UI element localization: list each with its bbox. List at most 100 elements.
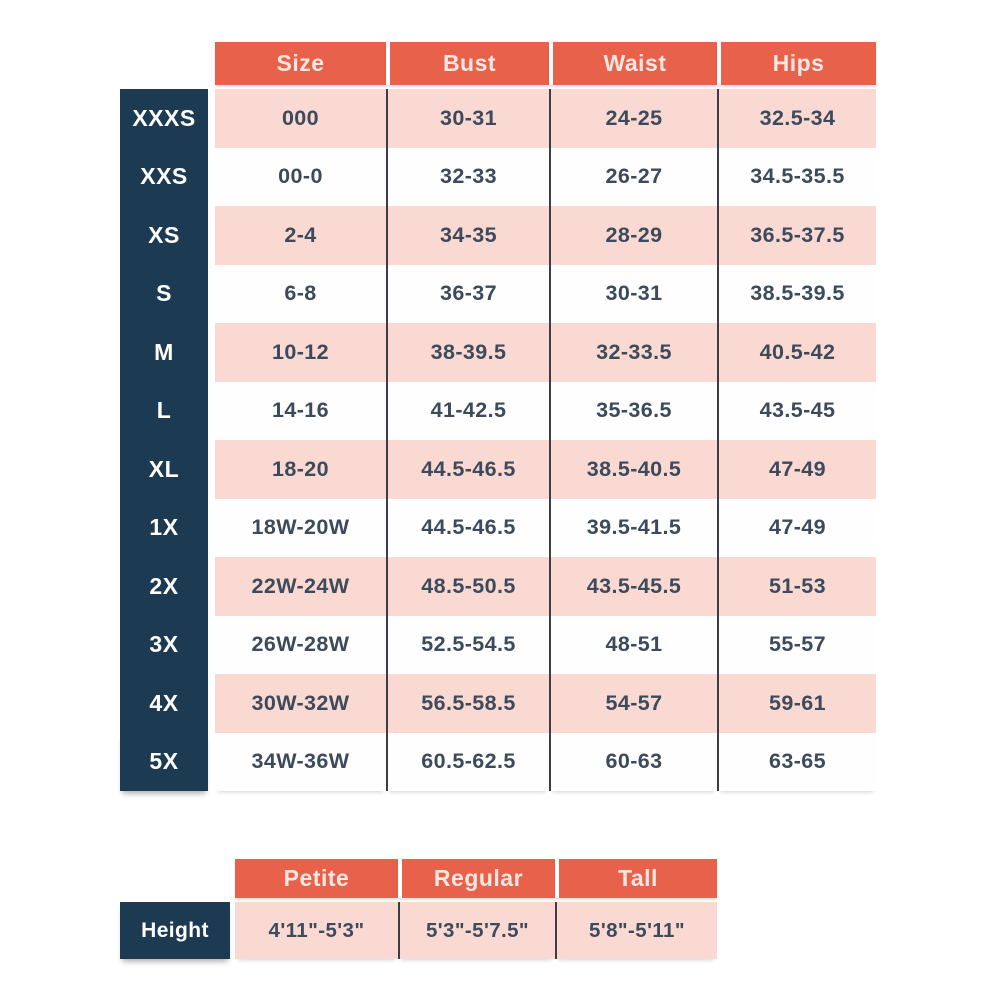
column-gap [208,440,215,499]
cell-size: 2-4 [215,206,386,265]
column-header-regular: Regular [398,859,555,898]
column-gap [208,323,215,382]
cell-height-tall: 5'8"-5'11" [555,902,717,959]
column-gap [208,148,215,207]
cell-waist: 43.5-45.5 [549,557,717,616]
table-row-xl: XL 18-20 44.5-46.5 38.5-40.5 47-49 [120,440,876,499]
column-gap [208,674,215,733]
cell-waist: 32-33.5 [549,323,717,382]
cell-hips: 32.5-34 [717,89,876,148]
cell-hips: 47-49 [717,440,876,499]
cell-hips: 43.5-45 [717,381,876,440]
column-header-petite: Petite [235,859,398,898]
table-row-height: Height 4'11"-5'3" 5'3"-5'7.5" 5'8"-5'11" [120,902,717,959]
cell-hips: 63-65 [717,732,876,791]
table-row-4x: 4X 30W-32W 56.5-58.5 54-57 59-61 [120,674,876,733]
size-chart-table: Size Bust Waist Hips XXXS 000 30-31 24-2… [120,42,876,791]
cell-waist: 60-63 [549,732,717,791]
cell-size: 00-0 [215,147,386,206]
column-gap [208,206,215,265]
column-header-size: Size [215,42,386,85]
row-label-xxs: XXS [120,147,208,206]
cell-size: 22W-24W [215,557,386,616]
row-label-height: Height [120,902,230,959]
cell-waist: 30-31 [549,264,717,323]
cell-size: 34W-36W [215,732,386,791]
row-label-1x: 1X [120,498,208,557]
cell-size: 000 [215,89,386,148]
row-label-3x: 3X [120,615,208,674]
column-header-tall: Tall [555,859,717,898]
row-label-l: L [120,381,208,440]
cell-waist: 26-27 [549,147,717,206]
column-gap [208,382,215,441]
table-row-l: L 14-16 41-42.5 35-36.5 43.5-45 [120,381,876,441]
cell-size: 18W-20W [215,498,386,557]
cell-hips: 59-61 [717,674,876,733]
cell-size: 26W-28W [215,615,386,674]
column-header-bust: Bust [386,42,549,85]
height-chart-header-row: Petite Regular Tall [120,859,717,898]
column-gap [208,557,215,616]
cell-bust: 38-39.5 [386,323,549,382]
row-label-s: S [120,264,208,323]
cell-bust: 44.5-46.5 [386,498,549,557]
row-label-m: M [120,323,208,382]
column-gap [208,733,215,792]
cell-bust: 44.5-46.5 [386,440,549,499]
cell-bust: 56.5-58.5 [386,674,549,733]
table-row-s: S 6-8 36-37 30-31 38.5-39.5 [120,264,876,324]
table-row-xxxs: XXXS 000 30-31 24-25 32.5-34 [120,89,876,148]
column-header-waist: Waist [549,42,717,85]
cell-waist: 28-29 [549,206,717,265]
cell-size: 6-8 [215,264,386,323]
table-row-5x: 5X 34W-36W 60.5-62.5 60-63 63-65 [120,732,876,792]
column-gap [208,616,215,675]
row-label-xxxs: XXXS [120,89,208,148]
row-label-5x: 5X [120,732,208,791]
table-row-xs: XS 2-4 34-35 28-29 36.5-37.5 [120,206,876,265]
size-chart-body: XXXS 000 30-31 24-25 32.5-34 XXS 00-0 32… [120,89,876,791]
column-gap [208,499,215,558]
height-chart-table: Petite Regular Tall Height 4'11"-5'3" 5'… [120,859,717,959]
column-header-hips: Hips [717,42,876,85]
row-label-2x: 2X [120,557,208,616]
cell-bust: 30-31 [386,89,549,148]
header-corner-spacer [120,859,235,898]
cell-bust: 34-35 [386,206,549,265]
row-label-4x: 4X [120,674,208,733]
table-row-1x: 1X 18W-20W 44.5-46.5 39.5-41.5 47-49 [120,498,876,558]
cell-waist: 38.5-40.5 [549,440,717,499]
column-gap [208,265,215,324]
cell-hips: 38.5-39.5 [717,264,876,323]
cell-bust: 52.5-54.5 [386,615,549,674]
table-row-xxs: XXS 00-0 32-33 26-27 34.5-35.5 [120,147,876,207]
cell-hips: 36.5-37.5 [717,206,876,265]
column-gap [208,89,215,148]
cell-height-regular: 5'3"-5'7.5" [398,902,555,959]
table-row-m: M 10-12 38-39.5 32-33.5 40.5-42 [120,323,876,382]
cell-bust: 36-37 [386,264,549,323]
cell-hips: 51-53 [717,557,876,616]
cell-size: 30W-32W [215,674,386,733]
cell-bust: 60.5-62.5 [386,732,549,791]
cell-waist: 24-25 [549,89,717,148]
cell-waist: 35-36.5 [549,381,717,440]
cell-size: 18-20 [215,440,386,499]
cell-size: 10-12 [215,323,386,382]
table-row-3x: 3X 26W-28W 52.5-54.5 48-51 55-57 [120,615,876,675]
cell-waist: 54-57 [549,674,717,733]
cell-hips: 55-57 [717,615,876,674]
cell-bust: 32-33 [386,147,549,206]
cell-hips: 34.5-35.5 [717,147,876,206]
table-row-2x: 2X 22W-24W 48.5-50.5 43.5-45.5 51-53 [120,557,876,616]
cell-height-petite: 4'11"-5'3" [235,902,398,959]
cell-bust: 41-42.5 [386,381,549,440]
cell-bust: 48.5-50.5 [386,557,549,616]
cell-hips: 40.5-42 [717,323,876,382]
cell-size: 14-16 [215,381,386,440]
size-chart-header-row: Size Bust Waist Hips [120,42,876,85]
row-label-xl: XL [120,440,208,499]
row-label-xs: XS [120,206,208,265]
cell-waist: 48-51 [549,615,717,674]
